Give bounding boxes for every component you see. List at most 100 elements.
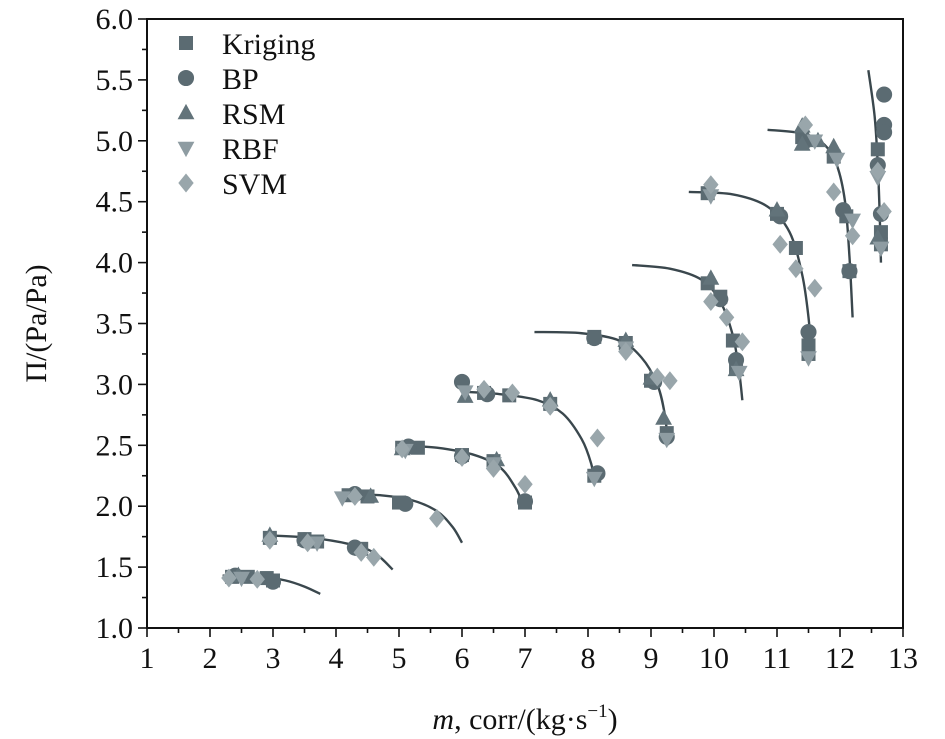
x-tick-label: 11 <box>763 642 792 675</box>
data-point-svm <box>366 547 382 567</box>
data-point-svm <box>394 439 410 459</box>
data-point-svm <box>826 182 842 202</box>
y-tick-label: 5.5 <box>96 64 134 97</box>
y-tick-label: 2.5 <box>96 429 134 462</box>
speedline-3 <box>342 492 464 544</box>
x-tick-label: 2 <box>203 642 218 675</box>
data-point-bp <box>876 86 893 103</box>
data-point-svm <box>797 115 814 135</box>
x-tick-label: 4 <box>329 642 344 675</box>
x-tick-label: 1 <box>140 642 155 675</box>
data-point-kriging <box>725 333 740 348</box>
data-point-rbf <box>828 152 846 169</box>
x-tick-label: 12 <box>825 642 855 675</box>
data-point-rsm <box>869 229 887 245</box>
y-tick-label: 1.5 <box>96 551 134 584</box>
legend-marker-bp <box>177 69 195 87</box>
data-point-bp <box>397 495 414 512</box>
data-point-svm <box>353 543 369 562</box>
data-point-svm <box>703 175 719 195</box>
legend-label-rbf: RBF <box>222 133 279 166</box>
y-tick-label: 1.0 <box>96 612 134 645</box>
data-point-kriging <box>788 240 803 255</box>
x-tick-label: 6 <box>455 642 470 675</box>
data-point-svm <box>589 428 606 448</box>
data-point-svm <box>807 278 823 298</box>
data-point-svm <box>542 396 558 416</box>
x-tick-label: 8 <box>581 642 596 675</box>
data-point-bp <box>800 323 817 341</box>
y-tick-label: 2.0 <box>96 490 134 523</box>
x-axis-title-close: ) <box>608 703 618 736</box>
y-axis-title: Π/(Pa/Pa) <box>20 264 53 382</box>
speedline-8 <box>688 190 813 358</box>
plot-frame <box>146 18 904 629</box>
data-point-svm <box>454 448 470 467</box>
x-tick-label: 9 <box>644 642 659 675</box>
y-tick-labels: 1.0 1.5 2.0 2.5 3.0 3.5 4.0 4.5 5.0 5.5 6.0 <box>96 3 134 645</box>
legend-label-svm: SVM <box>222 168 287 201</box>
data-point-svm <box>249 569 265 589</box>
data-point-svm <box>649 367 665 387</box>
speedline-5 <box>461 390 596 483</box>
legend-label-rsm: RSM <box>222 98 285 131</box>
data-point-rbf <box>800 351 817 367</box>
data-point-rbf <box>702 189 720 205</box>
x-tick-labels: 1 2 3 4 5 6 7 8 9 10 11 12 13 <box>140 642 919 675</box>
data-point-rsm <box>362 487 380 503</box>
data-point-svm <box>788 259 804 279</box>
data-point-svm <box>876 201 892 221</box>
data-point-rbf <box>872 241 890 258</box>
data-point-rbf <box>730 365 748 382</box>
data-point-svm <box>703 292 719 312</box>
data-points <box>221 86 893 590</box>
data-point-svm <box>772 234 788 254</box>
x-tick-label: 7 <box>518 642 533 675</box>
data-point-bp <box>876 124 893 141</box>
data-point-rsm <box>702 269 720 285</box>
data-point-rbf <box>233 571 250 588</box>
legend-marker-svm <box>178 173 194 193</box>
y-tick-label: 3.5 <box>96 308 134 341</box>
data-point-rbf <box>844 213 861 230</box>
data-point-bp <box>264 573 282 590</box>
y-tick-label: 3.0 <box>96 368 134 401</box>
data-point-svm <box>299 533 316 553</box>
x-tick-label: 13 <box>888 642 918 675</box>
data-point-rbf <box>456 385 474 401</box>
data-point-svm <box>718 307 735 327</box>
data-point-kriging <box>870 142 885 157</box>
x-tick-label: 5 <box>392 642 407 675</box>
speedline-6 <box>534 330 670 446</box>
data-point-svm <box>221 568 237 588</box>
data-point-svm <box>844 226 861 246</box>
legend-marker-rbf <box>177 141 195 158</box>
data-point-rbf <box>333 491 351 507</box>
y-tick-label: 4.0 <box>96 247 134 280</box>
y-tick-label: 4.5 <box>96 186 134 219</box>
data-point-rsm <box>768 201 786 217</box>
data-point-rsm <box>655 409 672 425</box>
data-point-rbf <box>658 432 676 449</box>
data-point-svm <box>870 161 886 181</box>
data-point-svm <box>662 371 678 391</box>
data-point-bp <box>586 330 603 347</box>
data-point-svm <box>429 508 445 528</box>
data-point-rsm <box>825 137 843 154</box>
data-point-svm <box>476 379 492 399</box>
data-point-svm <box>504 383 521 403</box>
legend-label-kriging: Kriging <box>222 28 315 61</box>
data-point-bp <box>728 351 745 369</box>
data-point-rbf <box>806 134 824 150</box>
legend-marker-rsm <box>177 103 195 120</box>
x-axis-title-var: m <box>432 703 454 736</box>
legend-label-bp: BP <box>222 63 259 96</box>
x-tick-label: 10 <box>699 642 729 675</box>
y-tick-label: 6.0 <box>96 3 134 36</box>
data-point-svm <box>485 458 502 478</box>
data-point-rbf <box>585 471 603 488</box>
x-axis-title-text: , corr/(kg·s <box>454 703 587 736</box>
x-axis-title-exp: −1 <box>587 701 607 722</box>
